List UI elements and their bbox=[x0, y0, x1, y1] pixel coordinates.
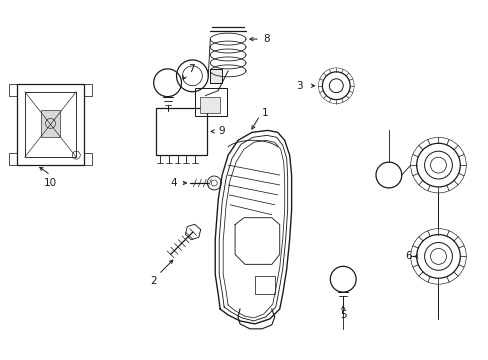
Text: 1: 1 bbox=[261, 108, 267, 117]
Text: 8: 8 bbox=[263, 34, 269, 44]
Bar bbox=[254, 276, 274, 294]
Bar bbox=[9, 153, 17, 165]
Bar bbox=[155, 108, 207, 155]
Text: 2: 2 bbox=[150, 276, 157, 286]
Text: 7: 7 bbox=[188, 64, 194, 74]
Bar bbox=[210, 69, 222, 83]
Text: 5: 5 bbox=[339, 310, 346, 320]
Text: 9: 9 bbox=[219, 126, 225, 136]
Bar bbox=[200, 96, 220, 113]
Text: 3: 3 bbox=[296, 81, 302, 91]
Text: 10: 10 bbox=[44, 178, 57, 188]
Text: 6: 6 bbox=[405, 251, 411, 261]
Bar bbox=[84, 84, 92, 96]
Bar bbox=[41, 109, 61, 137]
Bar bbox=[17, 84, 84, 165]
Bar bbox=[195, 88, 226, 116]
Bar bbox=[9, 84, 17, 96]
Bar bbox=[25, 92, 76, 157]
Bar bbox=[84, 153, 92, 165]
Text: 4: 4 bbox=[170, 178, 177, 188]
